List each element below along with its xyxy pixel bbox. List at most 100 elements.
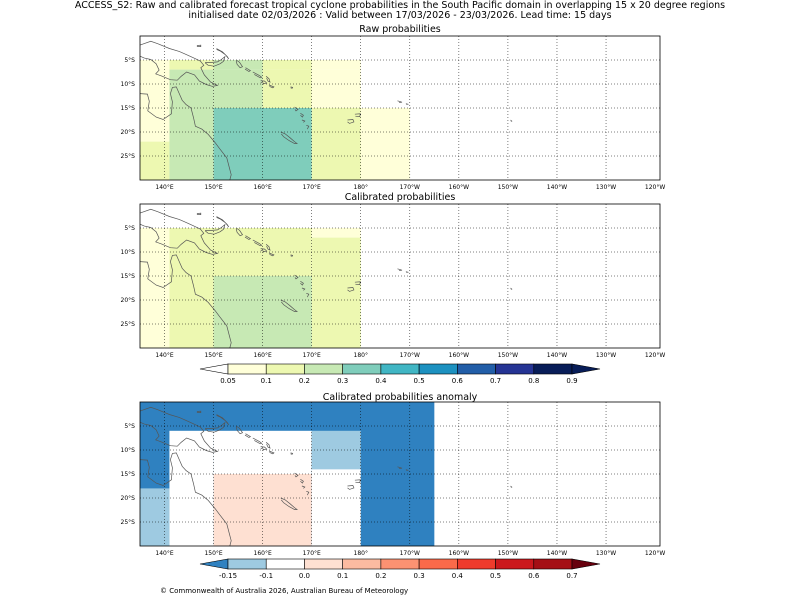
coastline-fiji1 [347, 485, 355, 490]
colorbar-swatch [265, 558, 305, 570]
probability-cell [140, 228, 170, 348]
coastline-guadalcanal [260, 248, 268, 252]
coastline-fiji2 [354, 281, 361, 285]
longitude-tick-label: 130°W [596, 352, 616, 359]
colorbar-tick-label: 0.1 [337, 572, 348, 580]
coastline-manus [196, 212, 202, 215]
longitude-tick-label: 160°W [449, 184, 469, 191]
coastline-choiseul [244, 433, 252, 438]
latitude-tick-label: 25°S [121, 321, 136, 328]
probability-cell [311, 69, 361, 108]
colorbar-tick-label: 0.5 [490, 572, 501, 580]
coastline-gulf [139, 261, 173, 288]
coastline-santacruz [290, 452, 294, 455]
probability-cell [169, 36, 214, 60]
coastline-manus [196, 410, 202, 413]
coastline-choiseul [244, 67, 252, 72]
latitude-tick-label: 25°S [121, 519, 136, 526]
longitude-tick-label: 150°W [498, 550, 518, 557]
coastline-vanuatu3 [301, 287, 306, 291]
colorbar-swatch [457, 363, 496, 375]
latitude-tick-label: 5°S [124, 225, 135, 232]
coastline-vanuatu4 [306, 124, 310, 130]
copyright-notice: © Commonwealth of Australia 2026, Austra… [160, 587, 409, 595]
colorbar-swatch [457, 558, 496, 570]
colorbar-swatch [304, 363, 343, 375]
colorbar-swatch [227, 363, 267, 375]
latitude-tick-label: 20°S [121, 297, 136, 304]
probability-cell [169, 430, 214, 546]
anomaly-colorbar: -0.15 -0.1 0.0 0.1 0.2 0.3 0.4 0.5 0.6 0.7 [199, 558, 601, 580]
latitude-tick-label: 15°S [121, 273, 136, 280]
probability-cell [169, 60, 214, 70]
coastline-newbritain [204, 55, 226, 67]
colorbar-swatch [342, 558, 382, 570]
coastline-samoa [397, 100, 403, 104]
figure-title-line-1: ACCESS_S2: Raw and calibrated forecast t… [74, 0, 726, 11]
coastline-malaita [265, 442, 271, 449]
probability-cell [169, 204, 214, 228]
longitude-tick-label: 160°E [254, 184, 272, 191]
coastline-samoa2 [405, 103, 410, 105]
colorbar-swatch [495, 558, 535, 570]
coastline-choiseul [244, 235, 252, 240]
coastline-newguinea [139, 406, 219, 453]
probability-cell [169, 69, 214, 180]
longitude-tick-label: 180° [354, 352, 368, 359]
coastline-guadalcanal [260, 80, 268, 84]
coastline-vanuatu2 [300, 281, 304, 286]
coastline-guadalcanal [260, 446, 268, 450]
probability-cell [311, 430, 361, 470]
coastline-bougainville [235, 227, 244, 237]
longitude-tick-label: 140°E [155, 550, 173, 557]
colorbar-tick-label: 0.4 [375, 377, 387, 385]
coastline-fiji1 [347, 287, 355, 292]
colorbar-tick-label: 0.2 [375, 572, 386, 580]
colorbar-swatch [533, 363, 573, 375]
longitude-tick-label: 160°E [254, 352, 272, 359]
colorbar-swatch [304, 558, 343, 570]
latitude-tick-label: 10°S [121, 81, 136, 88]
colorbar-under-arrow [199, 363, 229, 375]
latitude-tick-label: 20°S [121, 129, 136, 136]
colorbar-tick-label: 0.8 [528, 377, 539, 385]
coastline-fiji2 [354, 113, 361, 117]
colorbar-swatch [418, 558, 458, 570]
probability-cell [140, 141, 170, 180]
longitude-tick-label: 140°W [547, 184, 567, 191]
coastline-bougainville [235, 59, 244, 69]
coastline-newireland [216, 48, 230, 60]
map-frame [139, 401, 661, 547]
probability-colorbar: 0.05 0.1 0.2 0.3 0.4 0.5 0.6 0.7 0.8 0.9 [199, 363, 601, 385]
coastline-malaita [265, 244, 271, 251]
coastline-vanuatu4 [306, 292, 310, 298]
longitude-tick-label: 140°E [155, 352, 173, 359]
probability-cell [262, 60, 312, 70]
longitude-tick-label: 150°W [498, 184, 518, 191]
longitude-tick-label: 120°W [645, 352, 665, 359]
latitude-tick-label: 10°S [121, 447, 136, 454]
coastline-newcal [280, 131, 299, 144]
probability-cell [140, 204, 170, 228]
probability-cell [140, 60, 170, 142]
longitude-tick-label: 160°E [254, 550, 272, 557]
calibrated-probabilities-map: 140°E 150°E 160°E 170°E 180° 170°W 160°W 150°W 1… [121, 203, 665, 359]
coastline-australia [170, 86, 232, 181]
raw-map-title: Raw probabilities [359, 24, 441, 35]
longitude-tick-label: 160°W [449, 550, 469, 557]
coastline-fiji1 [347, 119, 355, 124]
longitude-tick-label: 130°W [596, 184, 616, 191]
colorbar-tick-label: 0.2 [299, 377, 310, 385]
coastline-newcal [280, 497, 299, 510]
probability-cell [311, 469, 361, 546]
longitude-tick-label: 170°W [400, 550, 420, 557]
longitude-tick-label: 170°E [303, 550, 321, 557]
probability-cell [311, 108, 361, 180]
colorbar-over-arrow [571, 558, 601, 570]
colorbar-tick-label: 0.7 [490, 377, 501, 385]
coastline-isabel [252, 437, 263, 445]
anomaly-map-title: Calibrated probabilities anomaly [322, 392, 478, 403]
colorbar-tick-label: 0.5 [414, 377, 425, 385]
coastline-samoa [397, 268, 403, 272]
